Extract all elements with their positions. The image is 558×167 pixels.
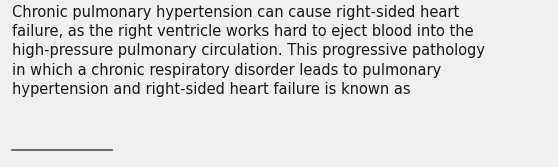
Text: Chronic pulmonary hypertension can cause right-sided heart
failure, as the right: Chronic pulmonary hypertension can cause… <box>12 5 485 97</box>
